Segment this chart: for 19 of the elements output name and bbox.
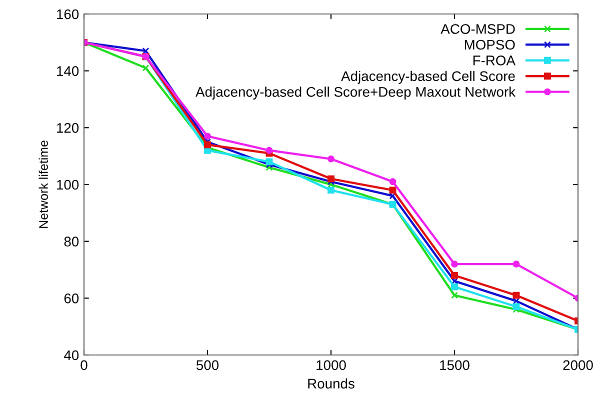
y-tick-label: 140: [57, 66, 79, 76]
y-axis-title: Network lifetime: [38, 140, 48, 228]
x-tick-label: 2000: [563, 360, 593, 370]
y-tick-label: 160: [57, 9, 79, 20]
x-tick-label: 1500: [440, 360, 470, 370]
legend-label: MOPSO: [464, 40, 515, 50]
legend-label: F-ROA: [473, 56, 516, 66]
x-tick-label: 0: [80, 360, 88, 370]
x-tick-label: 1000: [316, 360, 346, 370]
y-tick-label: 80: [64, 236, 79, 247]
legend-label: Adjacency-based Cell Score+Deep Maxout Network: [196, 86, 516, 100]
y-tick-label: 120: [57, 123, 79, 133]
x-tick-label: 500: [196, 360, 219, 370]
legend-label: Adjacency-based Cell Score: [341, 70, 515, 84]
y-tick-label: 100: [57, 180, 79, 190]
y-tick-label: 60: [64, 294, 79, 304]
x-axis-title: Rounds: [308, 378, 354, 389]
legend-label: ACO-MSPD: [440, 24, 515, 34]
y-tick-label: 40: [64, 350, 79, 360]
